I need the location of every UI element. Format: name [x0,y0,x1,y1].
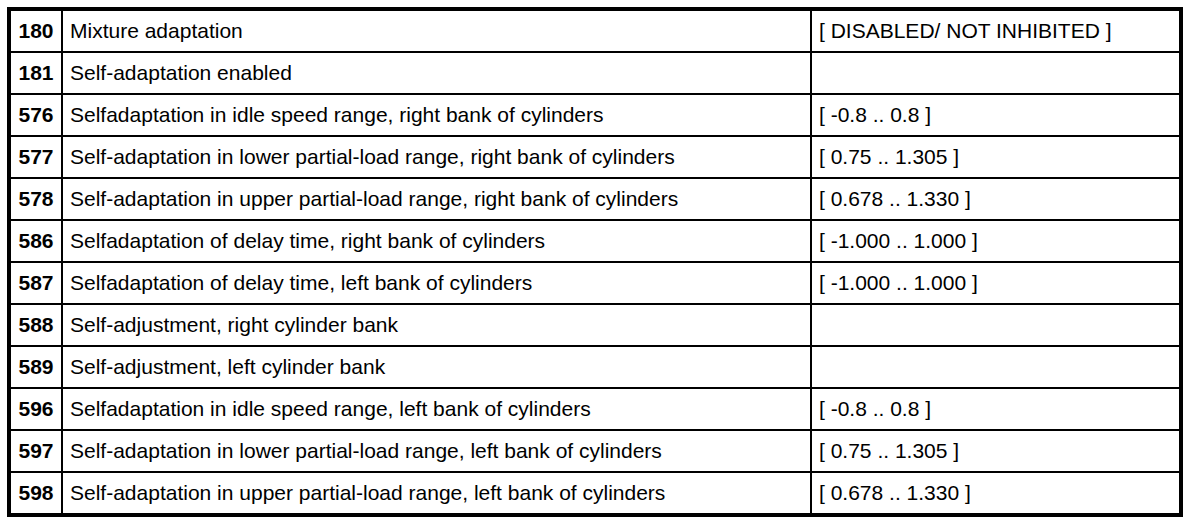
table-row: 576 Selfadaptation in idle speed range, … [9,94,1181,136]
param-id-cell: 598 [9,472,62,515]
param-id-cell: 576 [9,94,62,136]
param-value-cell: [ 0.678 .. 1.330 ] [811,178,1181,220]
table-row: 587 Selfadaptation of delay time, left b… [9,262,1181,304]
param-description-cell: Self-adaptation enabled [62,52,811,94]
param-id-cell: 578 [9,178,62,220]
parameter-table-body: 180 Mixture adaptation [ DISABLED/ NOT I… [9,9,1181,515]
param-value-cell: [ 0.678 .. 1.330 ] [811,472,1181,515]
param-value-cell: [ -1.000 .. 1.000 ] [811,220,1181,262]
param-value-cell [811,304,1181,346]
param-value-cell: [ -0.8 .. 0.8 ] [811,94,1181,136]
param-description-cell: Self-adaptation in upper partial-load ra… [62,178,811,220]
param-id-cell: 587 [9,262,62,304]
param-id-cell: 586 [9,220,62,262]
param-id-cell: 589 [9,346,62,388]
page: 180 Mixture adaptation [ DISABLED/ NOT I… [0,0,1184,522]
param-description-cell: Self-adjustment, left cylinder bank [62,346,811,388]
param-id-cell: 588 [9,304,62,346]
parameter-table: 180 Mixture adaptation [ DISABLED/ NOT I… [7,7,1183,517]
table-row: 578 Self-adaptation in upper partial-loa… [9,178,1181,220]
table-row: 180 Mixture adaptation [ DISABLED/ NOT I… [9,9,1181,52]
table-row: 589 Self-adjustment, left cylinder bank [9,346,1181,388]
table-row: 588 Self-adjustment, right cylinder bank [9,304,1181,346]
param-id-cell: 596 [9,388,62,430]
param-value-cell [811,346,1181,388]
table-row: 181 Self-adaptation enabled [9,52,1181,94]
param-description-cell: Selfadaptation in idle speed range, left… [62,388,811,430]
table-row: 596 Selfadaptation in idle speed range, … [9,388,1181,430]
param-value-cell [811,52,1181,94]
table-row: 597 Self-adaptation in lower partial-loa… [9,430,1181,472]
param-description-cell: Selfadaptation in idle speed range, righ… [62,94,811,136]
table-row: 598 Self-adaptation in upper partial-loa… [9,472,1181,515]
param-value-cell: [ 0.75 .. 1.305 ] [811,136,1181,178]
param-description-cell: Selfadaptation of delay time, left bank … [62,262,811,304]
param-description-cell: Self-adaptation in upper partial-load ra… [62,472,811,515]
param-id-cell: 597 [9,430,62,472]
param-description-cell: Self-adjustment, right cylinder bank [62,304,811,346]
table-row: 586 Selfadaptation of delay time, right … [9,220,1181,262]
param-value-cell: [ -1.000 .. 1.000 ] [811,262,1181,304]
param-value-cell: [ -0.8 .. 0.8 ] [811,388,1181,430]
param-description-cell: Self-adaptation in lower partial-load ra… [62,430,811,472]
param-id-cell: 577 [9,136,62,178]
table-row: 577 Self-adaptation in lower partial-loa… [9,136,1181,178]
param-description-cell: Selfadaptation of delay time, right bank… [62,220,811,262]
param-value-cell: [ DISABLED/ NOT INHIBITED ] [811,9,1181,52]
param-value-cell: [ 0.75 .. 1.305 ] [811,430,1181,472]
param-description-cell: Self-adaptation in lower partial-load ra… [62,136,811,178]
param-id-cell: 181 [9,52,62,94]
param-id-cell: 180 [9,9,62,52]
param-description-cell: Mixture adaptation [62,9,811,52]
